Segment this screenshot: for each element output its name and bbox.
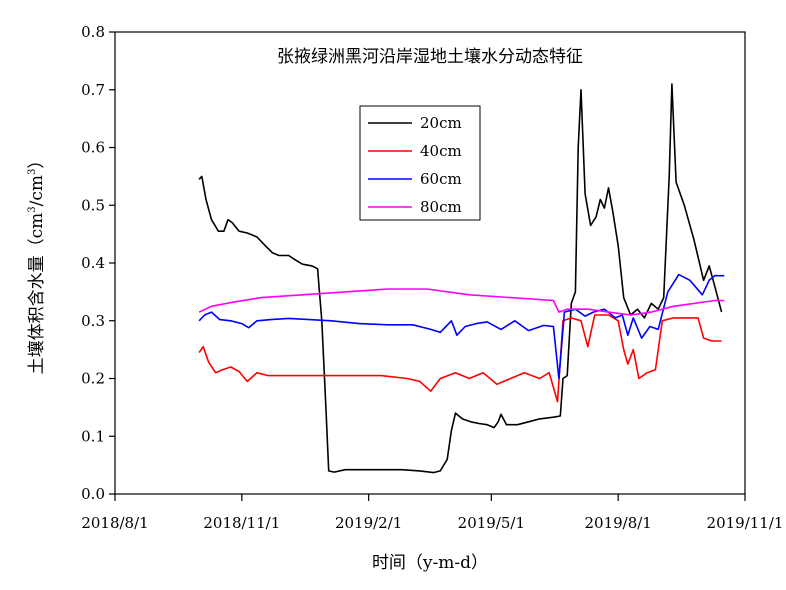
y-tick-label: 0.5 xyxy=(81,196,105,214)
series-layer xyxy=(198,83,725,474)
y-axis-title-superscript: 3 xyxy=(27,169,38,175)
x-tick-label: 2018/11/1 xyxy=(203,514,280,532)
legend-label-60cm: 60cm xyxy=(420,170,462,188)
x-tick-label: 2018/8/1 xyxy=(81,514,148,532)
y-tick-label: 0.1 xyxy=(81,427,105,445)
x-tick-label: 2019/11/1 xyxy=(707,514,784,532)
series-line-80cm xyxy=(198,288,725,316)
chart-title: 张掖绿洲黑河沿岸湿地土壤水分动态特征 xyxy=(277,46,583,67)
y-axis-title-part: /cm xyxy=(27,175,47,206)
legend-label-80cm: 80cm xyxy=(420,198,462,216)
y-axis-title: 土壤体积含水量（cm3/cm3） xyxy=(26,152,47,375)
x-axis: 2018/8/1 2018/11/1 2019/2/1 2019/5/1 2019/8/… xyxy=(81,494,783,532)
y-tick-label: 0.4 xyxy=(81,254,105,272)
legend: 20cm 40cm 60cm 80cm xyxy=(359,105,481,221)
x-tick-label: 2019/2/1 xyxy=(335,514,402,532)
y-axis-title-superscript: 3 xyxy=(27,206,38,212)
y-axis-title-part: 土壤体积含水量（cm xyxy=(26,213,47,375)
series-line-60cm xyxy=(198,273,725,380)
legend-label-20cm: 20cm xyxy=(420,114,462,132)
y-tick-label: 0.3 xyxy=(81,312,105,330)
series-line-40cm xyxy=(198,314,722,403)
x-axis-title: 时间（y-m-d） xyxy=(372,553,488,573)
x-tick-label: 2019/8/1 xyxy=(584,514,651,532)
y-tick-label: 0.8 xyxy=(81,23,105,41)
legend-label-40cm: 40cm xyxy=(420,142,462,160)
legend-box xyxy=(359,105,481,221)
y-tick-label: 0.2 xyxy=(81,370,105,388)
plot-frame xyxy=(114,31,746,495)
y-tick-label: 0.0 xyxy=(81,485,105,503)
x-tick-label: 2019/5/1 xyxy=(458,514,525,532)
y-tick-label: 0.7 xyxy=(81,81,105,99)
y-tick-label: 0.6 xyxy=(81,139,105,157)
y-axis-title-part: ） xyxy=(27,152,47,169)
y-axis: 0.0 0.1 0.2 0.3 0.4 0.5 0.6 0.7 0.8 xyxy=(81,23,115,503)
